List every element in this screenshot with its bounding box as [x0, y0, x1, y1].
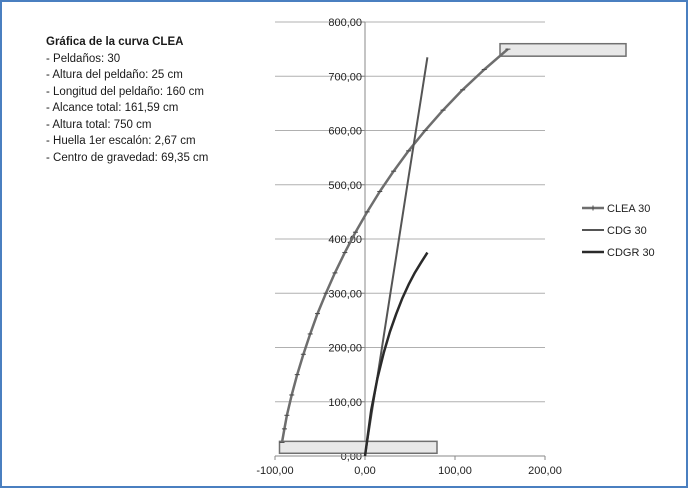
- x-tick-label: -100,00: [256, 465, 293, 477]
- annotation-rect: [499, 42, 627, 57]
- y-tick-label: 600,00: [328, 126, 362, 138]
- y-tick-label: 300,00: [328, 288, 362, 300]
- x-tick-label: 200,00: [528, 465, 562, 477]
- series-lines: [279, 48, 511, 457]
- y-tick-label: 800,00: [328, 17, 362, 29]
- info-line-step-height: Altura del peldaño: 25 cm: [46, 67, 208, 84]
- legend-label: CLEA 30: [607, 203, 650, 215]
- info-line-first-tread: Huella 1er escalón: 2,67 cm: [46, 133, 208, 150]
- info-line-center-gravity: Centro de gravedad: 69,35 cm: [46, 150, 208, 167]
- info-line-steps: Peldaños: 30: [46, 51, 208, 68]
- annotation-rects: [278, 42, 627, 455]
- y-tick-label: 100,00: [328, 397, 362, 409]
- y-tick-label: 400,00: [328, 234, 362, 246]
- info-line-step-length: Longitud del peldaño: 160 cm: [46, 84, 208, 101]
- series-line-3: [363, 251, 429, 457]
- info-title: Gráfica de la curva CLEA: [46, 36, 184, 48]
- legend-label: CDGR 30: [607, 247, 655, 259]
- y-tick-label: 700,00: [328, 71, 362, 83]
- annotation-rect: [278, 440, 438, 455]
- x-tick-label: 0,00: [354, 465, 375, 477]
- info-panel: Gráfica de la curva CLEA Peldaños: 30 Al…: [46, 34, 208, 166]
- info-line-total-reach: Alcance total: 161,59 cm: [46, 100, 208, 117]
- y-tick-label: 500,00: [328, 180, 362, 192]
- legend-label: CDG 30: [607, 225, 647, 237]
- info-line-total-height: Altura total: 750 cm: [46, 117, 208, 134]
- legend: CLEA 30 CDG 30 CDGR 30: [582, 203, 655, 259]
- y-tick-label: 200,00: [328, 343, 362, 355]
- x-tick-label: 100,00: [438, 465, 472, 477]
- axes: 0,00 100,00 200,00 300,00 400,00 500,00 600,00…: [256, 17, 561, 477]
